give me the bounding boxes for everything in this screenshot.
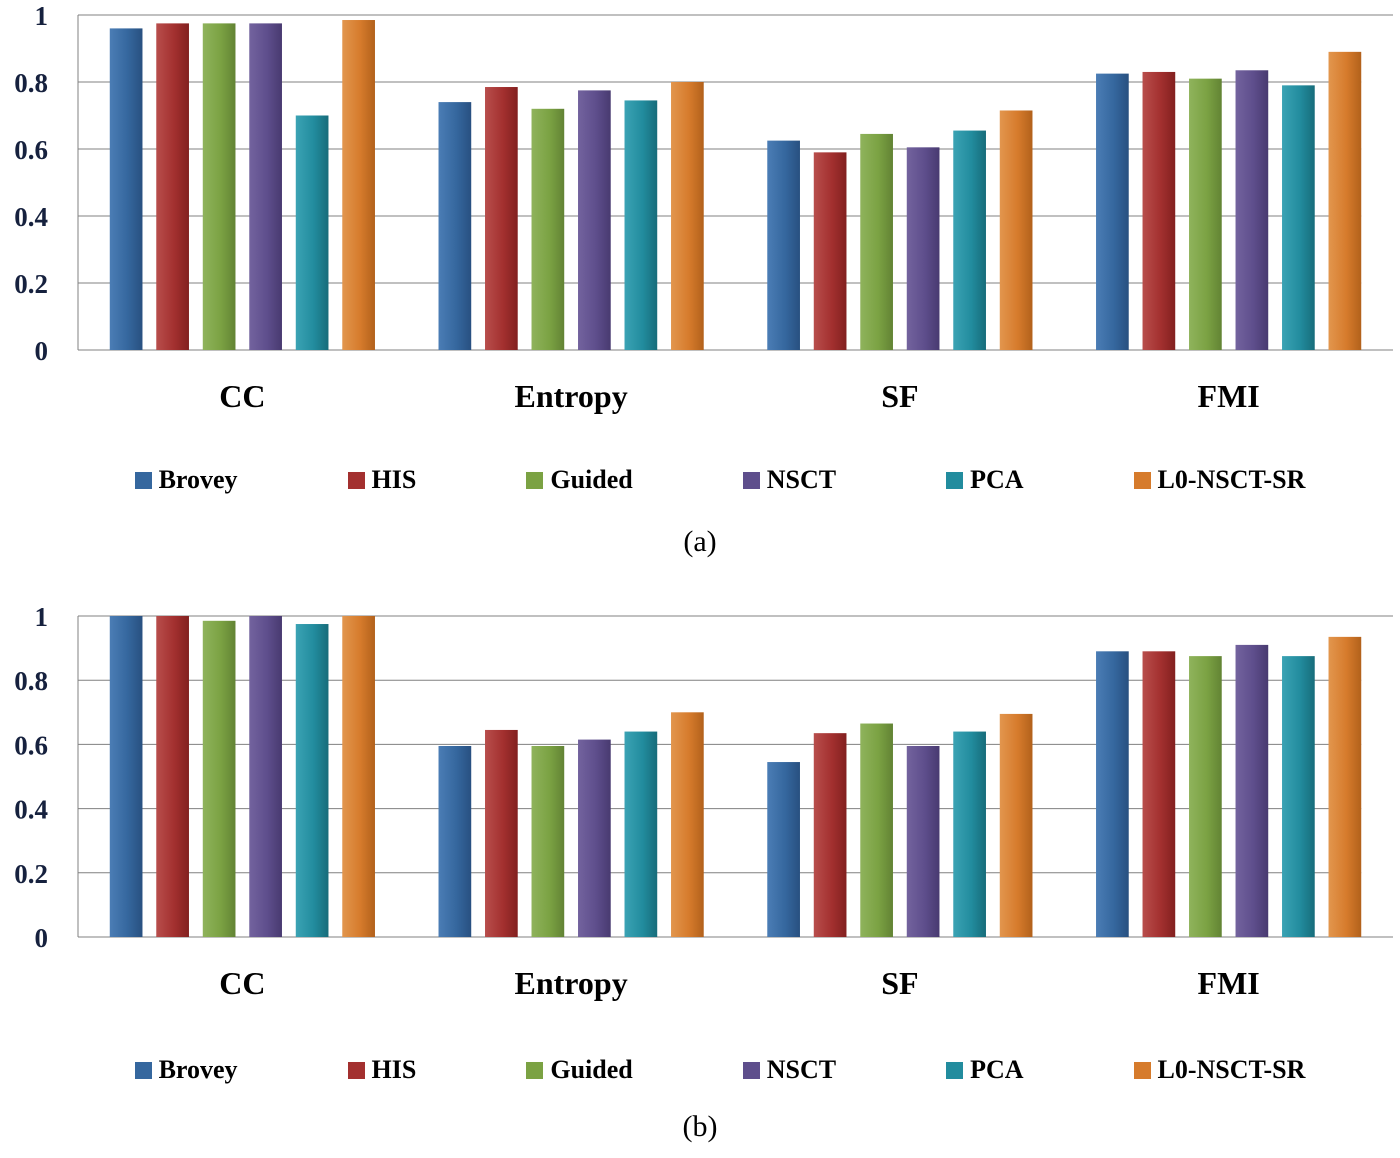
svg-text:0.8: 0.8 bbox=[14, 666, 48, 696]
svg-text:Entropy: Entropy bbox=[515, 378, 628, 414]
svg-text:0.6: 0.6 bbox=[14, 135, 48, 165]
svg-text:CC: CC bbox=[219, 965, 265, 1001]
svg-text:SF: SF bbox=[881, 965, 918, 1001]
svg-text:CC: CC bbox=[219, 378, 265, 414]
svg-text:FMI: FMI bbox=[1198, 378, 1260, 414]
svg-text:0.6: 0.6 bbox=[14, 730, 48, 760]
svg-text:1: 1 bbox=[35, 1, 49, 31]
svg-text:0.2: 0.2 bbox=[14, 859, 48, 889]
svg-text:Entropy: Entropy bbox=[515, 965, 628, 1001]
svg-text:SF: SF bbox=[881, 378, 918, 414]
svg-text:0: 0 bbox=[35, 336, 49, 366]
svg-text:0.8: 0.8 bbox=[14, 68, 48, 98]
svg-text:FMI: FMI bbox=[1198, 965, 1260, 1001]
svg-text:0.4: 0.4 bbox=[14, 202, 48, 232]
svg-text:1: 1 bbox=[35, 602, 49, 632]
svg-text:0.4: 0.4 bbox=[14, 795, 48, 825]
svg-text:0: 0 bbox=[35, 923, 49, 953]
svg-text:0.2: 0.2 bbox=[14, 269, 48, 299]
